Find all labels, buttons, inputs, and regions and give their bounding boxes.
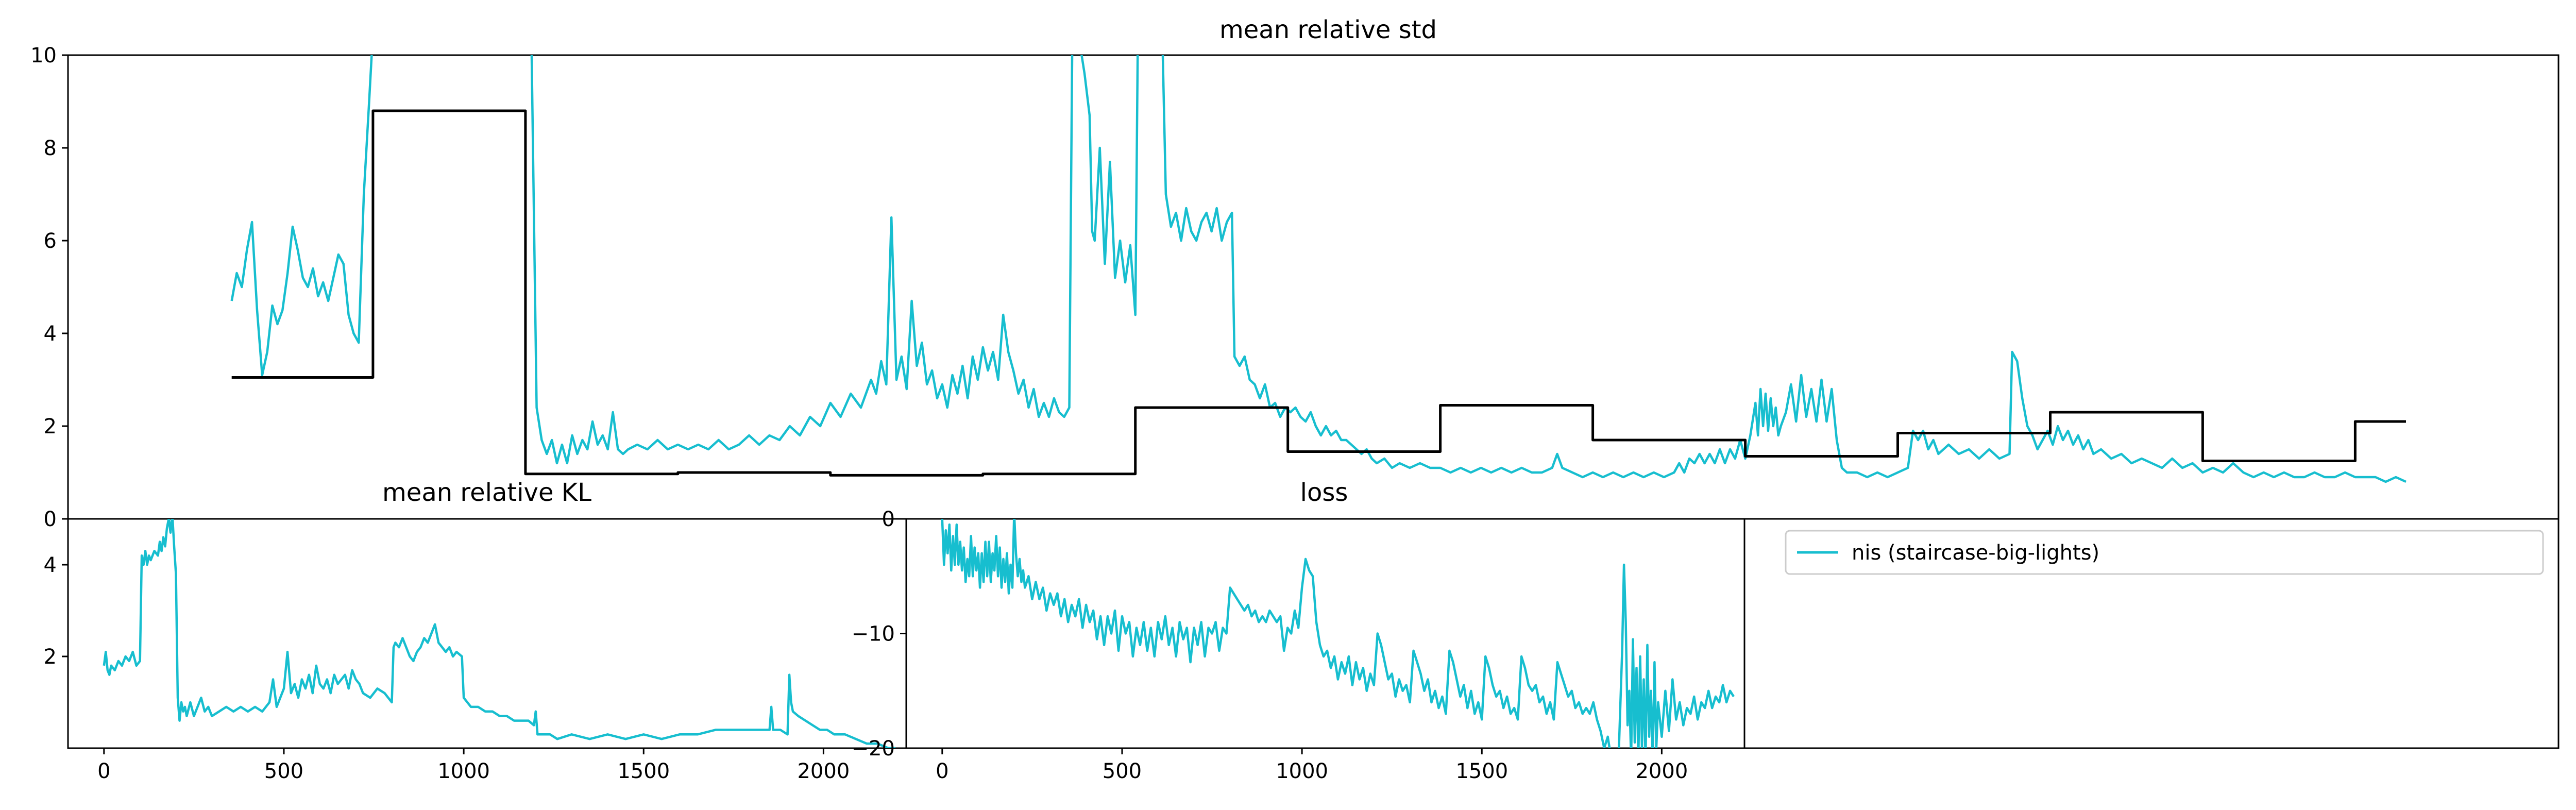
y-tick-label: 0: [44, 508, 57, 531]
x-tick-label: 1500: [1455, 760, 1508, 783]
plot-area-loss: [941, 519, 1735, 748]
title-mean-relative-kl: mean relative KL: [382, 478, 591, 507]
axes-frame-legend: [1743, 518, 2560, 749]
y-tick-label: −10: [852, 622, 895, 646]
series-line-cyan: [230, 55, 2406, 483]
y-axis-kl: 24: [44, 553, 68, 669]
x-tick-label: 1500: [617, 760, 670, 783]
y-tick-label: 2: [44, 645, 57, 669]
series-line-black-step: [231, 109, 2406, 477]
y-tick-label: 10: [30, 44, 57, 68]
legend-box: [1785, 530, 2544, 575]
y-tick-label: 4: [44, 322, 57, 346]
panel-legend: nis (staircase-big-lights): [1743, 518, 2560, 749]
legend-label-nis: nis (staircase-big-lights): [1852, 541, 2099, 565]
title-mean-relative-std: mean relative std: [1219, 15, 1437, 44]
y-tick-label: 6: [44, 229, 57, 253]
x-tick-label: 2000: [797, 760, 850, 783]
series-line-cyan: [103, 519, 896, 748]
y-tick-label: 8: [44, 137, 57, 160]
x-axis-kl: 0 500 1000 1500 2000: [97, 748, 850, 783]
panel-mean-relative-kl: mean relative KL 24 0 500 1000 1500 2000: [44, 478, 907, 783]
series-line-cyan: [941, 519, 1735, 748]
x-tick-label: 2000: [1635, 760, 1688, 783]
y-tick-label: −20: [852, 737, 895, 761]
plot-area-kl: [103, 519, 896, 748]
x-tick-label: 1000: [437, 760, 490, 783]
plot-area-top: [230, 55, 2406, 483]
y-tick-label: 2: [44, 415, 57, 438]
y-tick-label: 0: [882, 508, 895, 531]
x-tick-label: 500: [264, 760, 303, 783]
y-tick-label: 4: [44, 553, 57, 577]
x-tick-label: 0: [936, 760, 948, 783]
title-loss: loss: [1300, 478, 1348, 507]
y-axis-loss: −20 −10 0: [852, 508, 906, 761]
legend: nis (staircase-big-lights): [1785, 530, 2544, 575]
panel-loss: loss −20 −10 0 0 500 1000 1500 2000: [852, 478, 1745, 783]
x-tick-label: 0: [97, 760, 110, 783]
x-axis-loss: 0 500 1000 1500 2000: [936, 748, 1688, 783]
y-axis-top: 0 2 4 6 8 10: [30, 44, 68, 531]
x-tick-label: 500: [1103, 760, 1142, 783]
x-tick-label: 1000: [1276, 760, 1328, 783]
